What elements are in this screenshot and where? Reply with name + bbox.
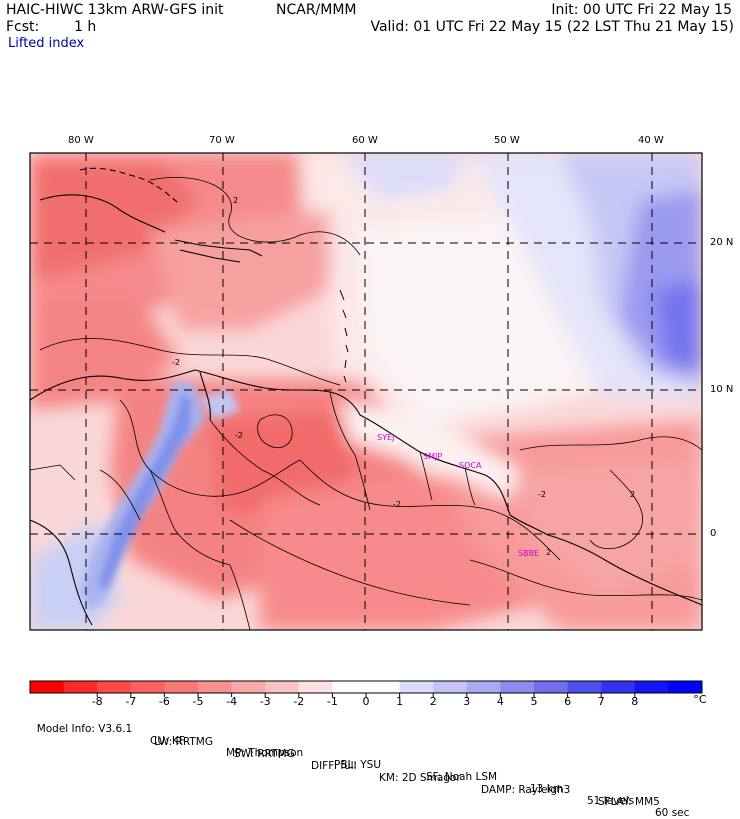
station-label-syej: SYEJ <box>377 433 394 442</box>
contour-lines <box>39 176 702 606</box>
colorbar-label: -1 <box>326 695 338 708</box>
colorbar-swatch <box>601 681 636 693</box>
colorbar-label: 0 <box>362 695 370 708</box>
colorbar-label: -5 <box>192 695 204 708</box>
colorbar-swatch <box>634 681 669 693</box>
colorbar-swatch <box>567 681 602 693</box>
colorbar-label: 3 <box>463 695 471 708</box>
contour-label: -2 <box>538 490 546 499</box>
colorbar-swatch <box>198 681 233 693</box>
damping-option: DAMP: Rayleigh3 <box>481 784 571 796</box>
forecast-hour: 1 h <box>74 19 97 35</box>
diffusion-option: DIFF: full <box>311 760 357 772</box>
colorbar-label: -4 <box>226 695 238 708</box>
model-info-line-2: LW: RRTMG SW: RRTMG DIFF: full KM: 2D Sm… <box>30 724 660 808</box>
field-blobs <box>30 153 702 630</box>
latitude-label: 20 N <box>710 237 734 248</box>
km-option: KM: 2D Smagor <box>379 772 461 784</box>
field-name: Lifted index <box>8 36 85 51</box>
latitude-label: 10 N <box>710 384 734 395</box>
contour-label: 2 <box>546 548 551 557</box>
contour-label: 2 <box>233 196 238 205</box>
colorbar-label: 8 <box>631 695 639 708</box>
shaded-field <box>30 153 702 630</box>
colorbar-swatch <box>332 681 367 693</box>
organization-label: NCAR/MMM <box>276 2 357 18</box>
colorbar-swatch <box>298 681 333 693</box>
model-version: Model Info: V3.6.1 <box>36 723 133 735</box>
colorbar-swatch <box>534 681 569 693</box>
shortwave-scheme: SW: RRTMG <box>234 748 295 760</box>
colorbar-swatch <box>433 681 468 693</box>
contour-label: -2 <box>172 358 180 367</box>
colorbar-swatch <box>668 681 703 693</box>
colorbar-label: -7 <box>125 695 137 708</box>
contour-label: -2 <box>235 431 243 440</box>
colorbar-swatch <box>466 681 501 693</box>
station-label-smjp: SMJP <box>423 452 442 461</box>
colorbar-label: 2 <box>429 695 437 708</box>
longitude-label: 80 W <box>68 135 94 146</box>
model-info-line-1: Model Info: V3.6.1 CU: KF MP: Thompson P… <box>30 711 690 819</box>
forecast-label: Fcst: <box>6 19 40 35</box>
colorbar-swatch <box>231 681 266 693</box>
station-label-soca: SOCA <box>459 461 482 470</box>
colorbar-swatch <box>164 681 199 693</box>
colorbar-swatch <box>97 681 132 693</box>
colorbar-swatch <box>500 681 535 693</box>
lifted-index-map: 2 -2 -2 -2 -2 2 2 SYEJ SMJP SOCA SBBE <box>29 152 703 697</box>
longitude-label: 70 W <box>209 135 235 146</box>
colorbar-label: -3 <box>259 695 271 708</box>
country-borders <box>30 391 476 630</box>
station-labels: SYEJ SMJP SOCA SBBE <box>377 433 539 558</box>
init-time: Init: 00 UTC Fri 22 May 15 <box>551 2 732 18</box>
colorbar-swatch <box>130 681 165 693</box>
graticule <box>30 153 702 630</box>
time-step: 60 sec <box>655 807 690 819</box>
colorbar-label: 1 <box>396 695 404 708</box>
colorbar-swatch <box>366 681 401 693</box>
colorbar-label: -8 <box>91 695 103 708</box>
longitude-label: 40 W <box>638 135 664 146</box>
colorbar-swatch <box>63 681 98 693</box>
contour-label: 2 <box>630 490 635 499</box>
colorbar-label: 4 <box>496 695 504 708</box>
map-frame <box>29 152 703 631</box>
longitude-label: 60 W <box>352 135 378 146</box>
colorbar-label: -6 <box>158 695 170 708</box>
colorbar-swatch <box>265 681 300 693</box>
coastlines <box>30 167 702 626</box>
colorbar-swatch <box>30 681 65 693</box>
colorbar-unit: °C <box>693 693 707 706</box>
model-title: HAIC-HIWC 13km ARW-GFS init <box>6 2 224 18</box>
longitude-label: 50 W <box>494 135 520 146</box>
colorbar-swatch <box>399 681 434 693</box>
contour-value-labels: 2 -2 -2 -2 -2 2 2 <box>172 196 635 557</box>
colorbar-label: -2 <box>293 695 305 708</box>
contour-label: -2 <box>393 500 401 509</box>
longwave-scheme: LW: RRTMG <box>154 736 213 748</box>
surface-layer-scheme: SFLAY: MM5 <box>598 796 660 808</box>
colorbar-label: 5 <box>530 695 538 708</box>
island-arc <box>339 289 349 383</box>
station-label-sbbe: SBBE <box>518 549 539 558</box>
valid-time: Valid: 01 UTC Fri 22 May 15 (22 LST Thu … <box>370 19 734 35</box>
colorbar-label: 7 <box>597 695 605 708</box>
colorbar <box>29 680 703 697</box>
colorbar-label: 6 <box>564 695 572 708</box>
latitude-label: 0 <box>710 528 717 539</box>
